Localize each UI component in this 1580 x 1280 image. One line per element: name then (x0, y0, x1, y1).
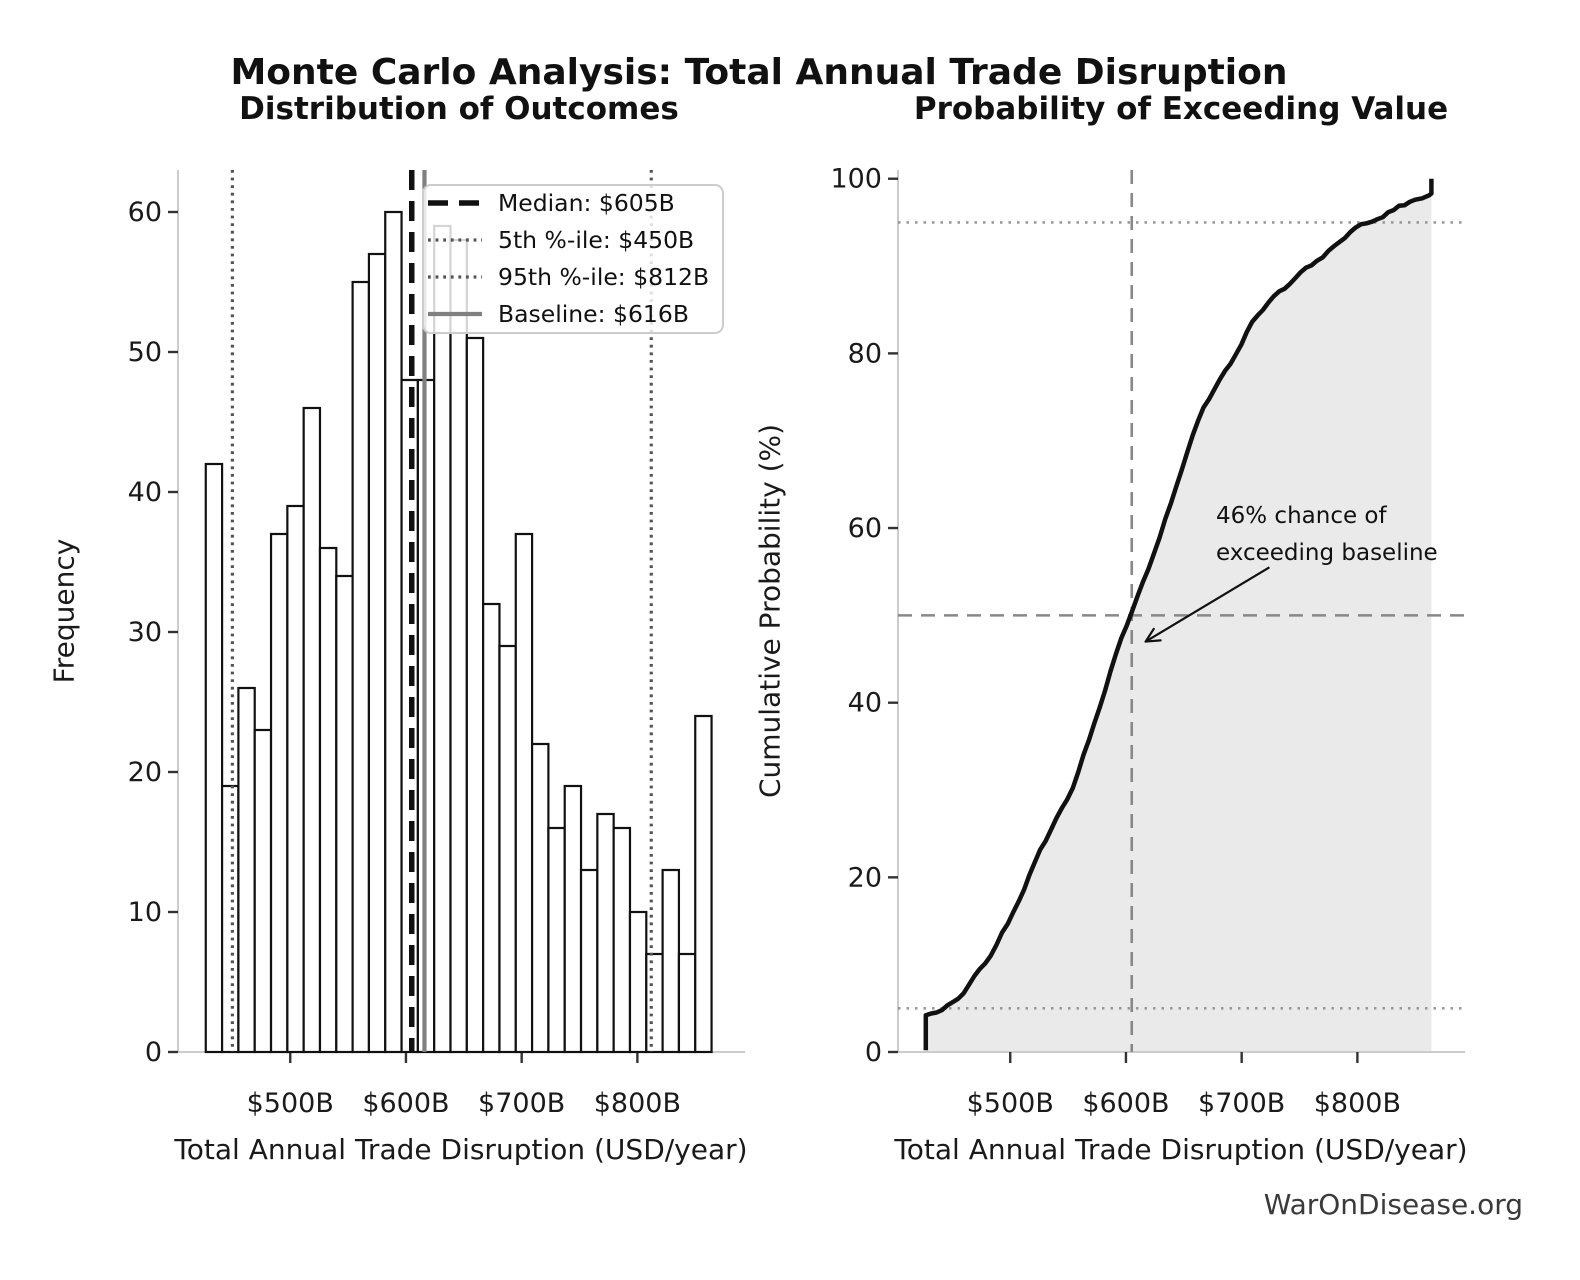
legend-label: 5th %-ile: $450B (498, 226, 694, 254)
histogram-bar (530, 742, 550, 1054)
x-tick-label: $700B (1198, 1088, 1285, 1119)
x-tick-label: $600B (362, 1088, 449, 1119)
histogram-bar (547, 826, 566, 1054)
histogram-bar (628, 910, 648, 1054)
histogram-bar (677, 952, 697, 1054)
y-tick-label: 0 (145, 1037, 162, 1068)
cdf-ylabel: Cumulative Probability (%) (753, 423, 787, 799)
histogram-title: Distribution of Outcomes (239, 91, 679, 127)
histogram-bar (367, 252, 387, 1054)
histogram-bar (596, 812, 615, 1054)
cdf-title: Probability of Exceeding Value (913, 91, 1449, 127)
histogram-bar (302, 406, 322, 1054)
histogram-bar (612, 826, 632, 1054)
x-tick-label: $800B (1314, 1088, 1401, 1119)
histogram-bar (579, 868, 599, 1054)
y-tick-label: 40 (848, 688, 882, 719)
histogram-bar (269, 532, 289, 1054)
x-tick-label: $600B (1082, 1088, 1169, 1119)
cdf-annotation-line1: 46% chance of (1216, 503, 1387, 529)
histogram-xlabel: Total Annual Trade Disruption (USD/year) (174, 1133, 748, 1166)
y-tick-label: 30 (128, 617, 162, 648)
y-tick-label: 20 (128, 757, 162, 788)
legend-box (422, 184, 724, 334)
annotation-arrow-shaft (1145, 566, 1271, 643)
legend-label: 95th %-ile: $812B (498, 263, 709, 291)
histogram-bar (220, 784, 240, 1054)
y-tick-label: 40 (128, 477, 162, 508)
y-tick-label: 60 (848, 513, 882, 544)
histogram-bar (694, 714, 713, 1054)
histogram-bar (286, 504, 305, 1054)
cdf-annotation: 46% chance of exceeding baseline (1216, 498, 1438, 572)
histogram-bar (449, 238, 468, 1054)
histogram-bar (384, 210, 403, 1054)
annotation-arrow-head (1144, 639, 1162, 643)
histogram-bar (351, 280, 371, 1054)
y-tick-label: 10 (128, 897, 162, 928)
histogram-bar (563, 784, 583, 1054)
histogram-bar (253, 728, 273, 1054)
histogram-bar (204, 462, 224, 1054)
histogram-bar (465, 336, 485, 1054)
x-tick-label: $500B (247, 1088, 334, 1119)
x-tick-label: $500B (967, 1088, 1054, 1119)
histogram-bar (498, 644, 517, 1054)
x-tick-label: $700B (478, 1088, 565, 1119)
histogram-bar (482, 602, 501, 1054)
legend-label: Median: $605B (498, 189, 675, 217)
histogram-bar (237, 686, 256, 1054)
histogram-bar (335, 574, 354, 1054)
y-tick-label: 50 (128, 337, 162, 368)
watermark-text: WarOnDisease.org (1263, 1188, 1523, 1221)
y-tick-label: 100 (830, 164, 882, 195)
histogram-ylabel: Frequency (47, 538, 81, 684)
legend-label: Baseline: $616B (498, 300, 689, 328)
histogram-bar (645, 952, 664, 1054)
x-tick-label: $800B (594, 1088, 681, 1119)
figure-title: Monte Carlo Analysis: Total Annual Trade… (230, 52, 1288, 93)
y-tick-label: 0 (865, 1037, 882, 1068)
y-tick-label: 20 (848, 862, 882, 893)
y-tick-label: 80 (848, 338, 882, 369)
histogram-bar (661, 868, 681, 1054)
histogram-bar (433, 224, 452, 1054)
y-tick-label: 60 (128, 197, 162, 228)
histogram-bar (318, 546, 338, 1054)
cdf-xlabel: Total Annual Trade Disruption (USD/year) (894, 1133, 1468, 1166)
cdf-curve (923, 178, 1434, 1051)
histogram-bar (514, 532, 534, 1054)
cdf-annotation-line2: exceeding baseline (1216, 540, 1438, 566)
annotation-arrow-head (1144, 627, 1155, 643)
